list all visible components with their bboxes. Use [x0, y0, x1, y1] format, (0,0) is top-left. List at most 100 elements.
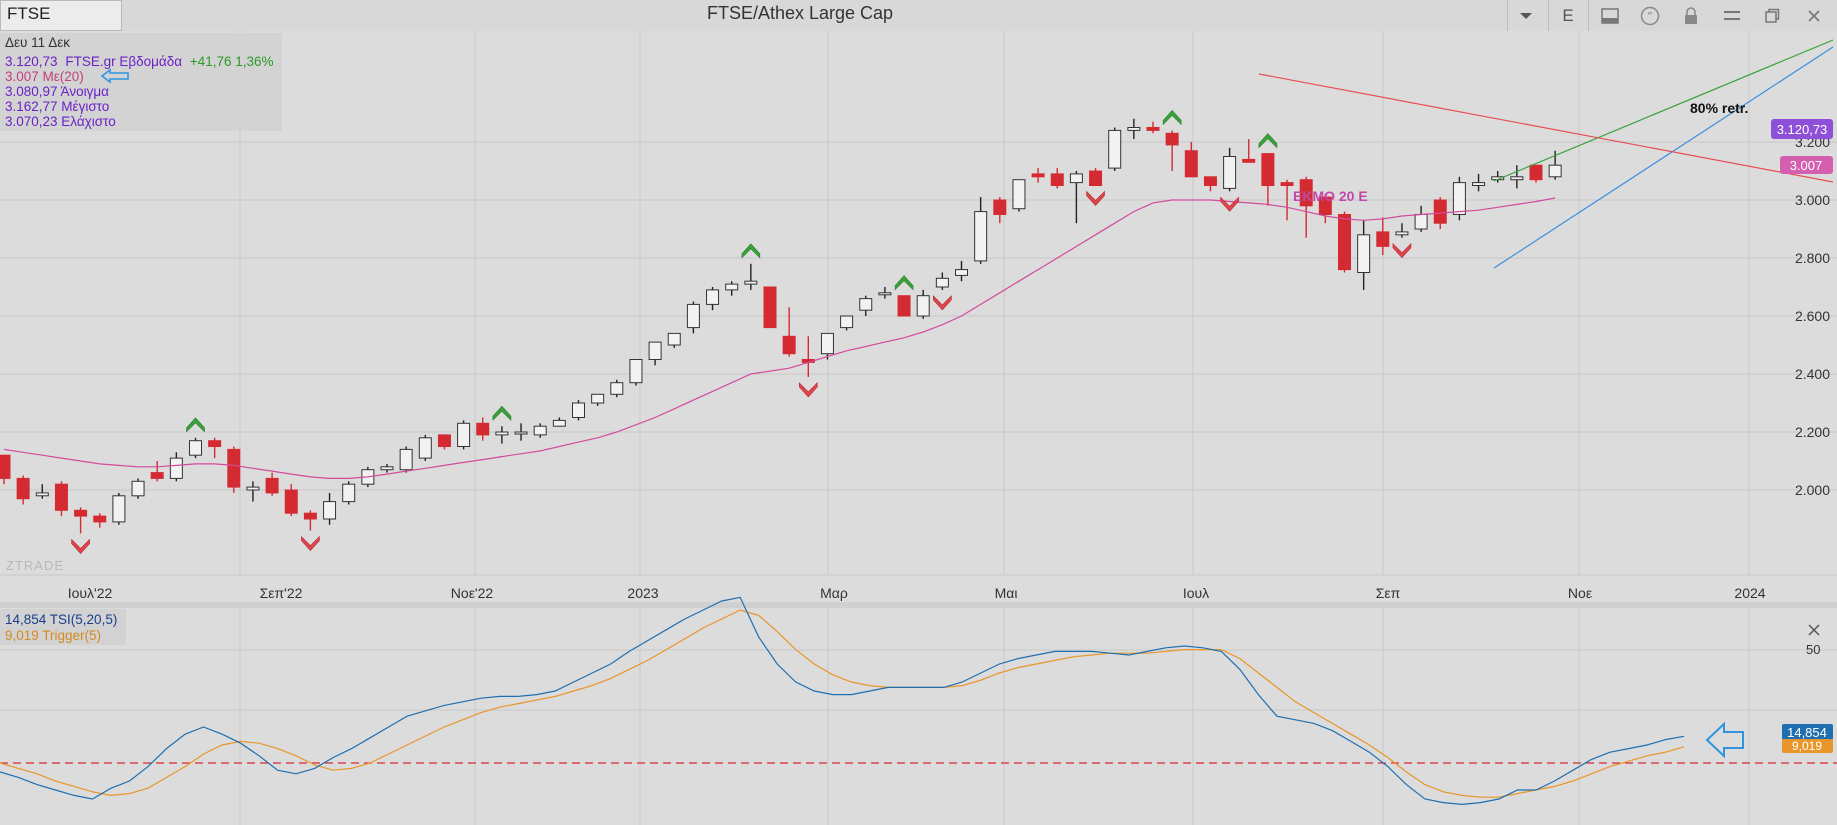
- candle-body: [437, 434, 451, 447]
- green-trendline[interactable]: [1493, 39, 1834, 182]
- comment-icon[interactable]: ”: [1630, 0, 1670, 31]
- candle: [1280, 179, 1294, 221]
- candle: [533, 423, 547, 438]
- chart-background: [0, 31, 1837, 825]
- candle-body: [35, 492, 49, 497]
- panel-icon[interactable]: [1590, 0, 1630, 31]
- candle-body: [1318, 196, 1332, 216]
- y-tick-label: 2.400: [1795, 366, 1830, 382]
- candle-body: [667, 332, 681, 346]
- y-tick-label: 2.800: [1795, 250, 1830, 266]
- candle: [1357, 220, 1371, 290]
- candle: [323, 492, 337, 525]
- chart-area[interactable]: 80% retr. ΕΚΜΟ 20 Ε ZTRADE 2.000 2.200 2.4…: [0, 31, 1837, 825]
- candle: [246, 481, 260, 502]
- svg-text:3.120,73 FTSE.gr Εβδομάδ: 3.120,73 FTSE.gr Εβδομάδα +41,76 1,36%: [5, 54, 274, 69]
- candle: [1510, 165, 1524, 189]
- candle: [1318, 194, 1332, 224]
- candle: [955, 260, 968, 282]
- candle-body: [476, 422, 490, 436]
- candle: [1299, 176, 1313, 238]
- candle-body: [0, 454, 11, 479]
- candle-body: [1548, 164, 1562, 178]
- x-tick-label: 2024: [1734, 585, 1765, 601]
- arrow-left-icon: [1705, 721, 1744, 759]
- down-arrow-icon: [1086, 190, 1105, 206]
- tsi-tag: 14,854: [1782, 724, 1833, 740]
- candle-body: [1376, 231, 1390, 247]
- candle: [150, 461, 164, 482]
- candle-body: [1127, 127, 1141, 131]
- candle-body: [1012, 179, 1026, 210]
- legend-low: 3.070,23 Ελάχιστο: [5, 114, 116, 129]
- candle-body: [552, 419, 566, 427]
- candle: [1127, 118, 1141, 140]
- candle-body: [993, 199, 1007, 215]
- candle-body: [380, 466, 394, 471]
- close-pane-icon[interactable]: [1808, 624, 1820, 636]
- candle: [284, 484, 298, 517]
- candle-body: [1472, 182, 1486, 187]
- candle-body: [303, 512, 317, 520]
- candle-body: [284, 489, 298, 514]
- candle-body: [514, 431, 528, 435]
- ma-line: [3, 197, 1556, 479]
- candle-body: [1089, 170, 1103, 186]
- up-arrow-icon: [741, 243, 761, 259]
- menu-icon[interactable]: [1712, 0, 1752, 31]
- grid: [0, 31, 1837, 576]
- candle: [993, 197, 1007, 224]
- candle-body: [629, 359, 643, 384]
- candle: [1108, 127, 1122, 171]
- blue-trendline[interactable]: [1493, 46, 1834, 269]
- candle: [54, 481, 68, 517]
- svg-text:9,019: 9,019: [1792, 739, 1822, 753]
- x-tick-label: Ιουλ'22: [68, 585, 113, 601]
- e-button-label: E: [1562, 5, 1574, 25]
- candle-body: [323, 501, 337, 520]
- candle: [1261, 153, 1275, 206]
- candle-body: [495, 431, 509, 436]
- toolbar-divider: [1507, 0, 1508, 31]
- lower-grid: [0, 608, 1837, 825]
- restore-icon[interactable]: [1752, 0, 1792, 31]
- ma-tag: 3.007: [1780, 156, 1833, 174]
- red-trendline[interactable]: [1258, 73, 1834, 183]
- legend-tsi: 14,854 TSI(5,20,5): [5, 612, 117, 627]
- candle: [840, 315, 854, 331]
- symbol-input[interactable]: FTSE: [0, 0, 122, 31]
- tsi-line: [0, 596, 1685, 806]
- candle-body: [169, 457, 183, 479]
- candle: [495, 426, 509, 444]
- legend: Δευ 11 Δεκ 3.120,73 FTSE.gr Εβδομάδα +41…: [0, 33, 282, 131]
- candle: [399, 446, 413, 473]
- close-icon[interactable]: [1794, 0, 1834, 31]
- candle: [552, 417, 566, 427]
- candle: [1203, 176, 1217, 192]
- candle-body: [150, 472, 164, 479]
- candle-body: [1510, 176, 1524, 181]
- retr-annotation: 80% retr.: [1690, 100, 1748, 116]
- candle-body: [897, 295, 911, 317]
- lock-icon[interactable]: [1671, 0, 1711, 31]
- candle: [1414, 205, 1428, 232]
- pane-separator[interactable]: [0, 602, 1837, 608]
- candle-body: [648, 341, 662, 361]
- down-arrow-icon: [1392, 242, 1412, 259]
- candle-body: [591, 393, 605, 404]
- candle: [610, 379, 624, 398]
- candle-body: [1280, 182, 1294, 187]
- chevron-down-icon[interactable]: [1506, 0, 1546, 31]
- candle: [629, 359, 643, 386]
- candle-body: [131, 480, 145, 497]
- candle: [342, 481, 356, 505]
- candle: [169, 452, 183, 482]
- legend-symbol: FTSE.gr Εβδομάδα: [65, 54, 182, 69]
- candle: [1012, 179, 1026, 212]
- toolbar-divider: [1588, 0, 1589, 31]
- candle-body: [1203, 176, 1217, 187]
- e-button[interactable]: E: [1548, 0, 1588, 31]
- candle: [476, 417, 490, 441]
- candle: [0, 454, 11, 485]
- candle-body: [1031, 173, 1045, 178]
